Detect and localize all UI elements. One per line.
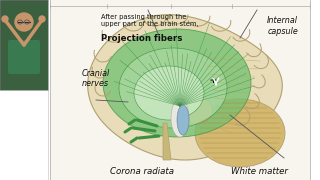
Polygon shape — [88, 15, 282, 160]
Text: After passing through the
upper part of the brain stem,: After passing through the upper part of … — [101, 14, 198, 27]
Ellipse shape — [171, 99, 189, 137]
Ellipse shape — [177, 105, 189, 135]
Text: Corona radiata: Corona radiata — [110, 167, 174, 176]
Ellipse shape — [134, 66, 204, 120]
Circle shape — [2, 16, 8, 22]
Text: White matter: White matter — [231, 167, 288, 176]
Ellipse shape — [195, 99, 285, 167]
Ellipse shape — [119, 48, 227, 128]
Ellipse shape — [178, 96, 212, 124]
Text: Cranial
nerves: Cranial nerves — [81, 69, 110, 88]
Text: Projection fibers: Projection fibers — [101, 34, 182, 43]
Circle shape — [39, 16, 45, 22]
Text: ✛: ✛ — [210, 75, 217, 84]
FancyBboxPatch shape — [8, 40, 40, 74]
Bar — [0, 0, 48, 90]
Circle shape — [15, 13, 33, 31]
Polygon shape — [163, 123, 171, 160]
Ellipse shape — [103, 29, 251, 137]
Bar — [50, 0, 310, 180]
Text: Internal
capsule: Internal capsule — [267, 16, 298, 36]
